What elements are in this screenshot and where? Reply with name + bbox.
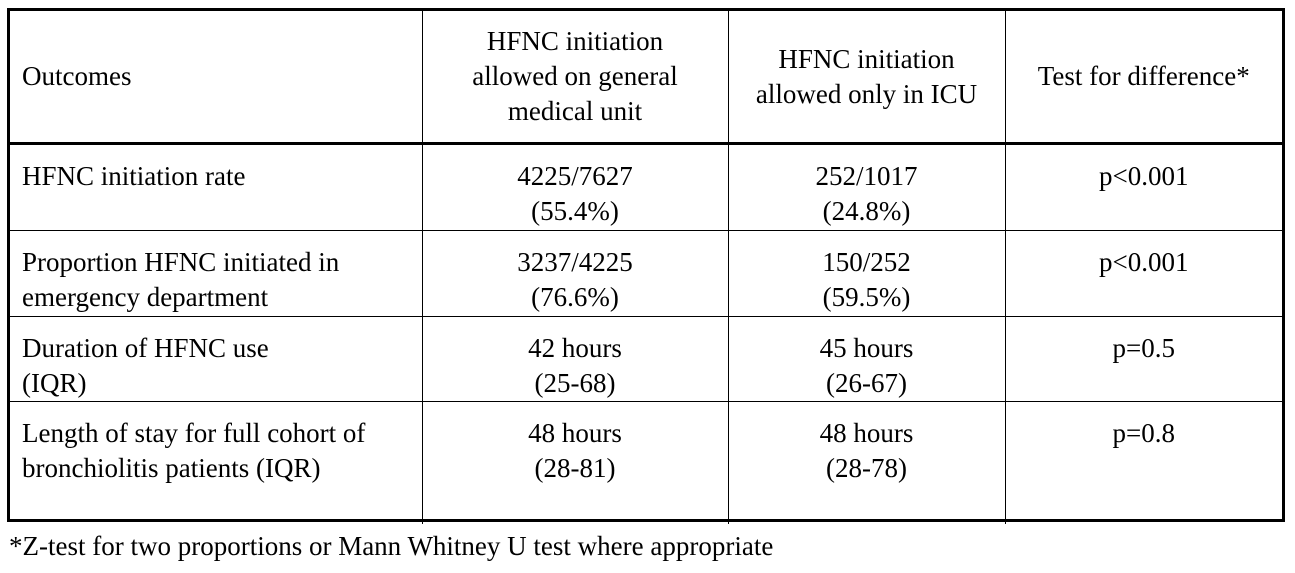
icu-only-cell: 252/1017 (24.8%) [727,143,1005,231]
test-cell: p=0.5 [1004,316,1282,402]
icu-only-cell: 48 hours (28-78) [727,401,1005,524]
general-unit-cell: 48 hours (28-81) [421,401,728,524]
general-unit-value: 4225/7627 [517,161,633,191]
icu-only-cell: 45 hours (26-67) [727,316,1005,402]
outcomes-table-frame: Outcomes HFNC initiation allowed on gene… [7,8,1285,524]
outcome-text: Length of stay for full cohort of bronch… [22,418,366,483]
header-icu-only-text: HFNC initiation allowed only in ICU [755,43,978,109]
general-unit-detail: (25-68) [534,368,616,398]
header-general-unit-text: HFNC initiation allowed on general medic… [472,26,678,126]
outcome-cell: Proportion HFNC initiated in emergency d… [10,230,422,317]
icu-only-detail: (24.8%) [822,196,911,226]
table-header-row: Outcomes HFNC initiation allowed on gene… [10,11,1282,145]
outcome-text: Proportion HFNC initiated in emergency d… [22,247,340,312]
icu-only-detail: (59.5%) [822,282,911,312]
table-row: HFNC initiation rate 4225/7627 (55.4%) 2… [10,143,1282,231]
general-unit-detail: (76.6%) [531,282,619,312]
table-footnote: *Z-test for two proportions or Mann Whit… [9,531,774,561]
icu-only-value: 150/252 [822,247,911,277]
general-unit-value: 3237/4225 [517,247,633,277]
outcomes-table: Outcomes HFNC initiation allowed on gene… [10,11,1282,524]
icu-only-value: 48 hours [819,418,914,448]
general-unit-cell: 3237/4225 (76.6%) [421,230,728,317]
icu-only-cell: 150/252 (59.5%) [727,230,1005,317]
table-row: Duration of HFNC use (IQR) 42 hours (25-… [10,316,1282,402]
general-unit-value: 48 hours [528,418,622,448]
header-outcomes: Outcomes [10,11,422,145]
header-icu-only: HFNC initiation allowed only in ICU [727,11,1005,145]
test-cell: p<0.001 [1004,230,1282,317]
general-unit-cell: 4225/7627 (55.4%) [421,143,728,231]
outcome-cell: HFNC initiation rate [10,143,422,231]
test-cell: p=0.8 [1004,401,1282,524]
general-unit-cell: 42 hours (25-68) [421,316,728,402]
table-row: Proportion HFNC initiated in emergency d… [10,230,1282,317]
icu-only-value: 45 hours [819,333,914,363]
general-unit-detail: (28-81) [534,453,616,483]
general-unit-value: 42 hours [528,333,622,363]
outcome-cell: Length of stay for full cohort of bronch… [10,401,422,524]
icu-only-value: 252/1017 [815,161,918,191]
table-row: Length of stay for full cohort of bronch… [10,401,1282,524]
icu-only-detail: (28-78) [826,453,907,483]
general-unit-detail: (55.4%) [531,196,619,226]
header-test: Test for difference* [1004,11,1282,145]
header-general-unit: HFNC initiation allowed on general medic… [421,11,728,145]
test-cell: p<0.001 [1004,143,1282,231]
icu-only-detail: (26-67) [826,368,907,398]
outcome-cell: Duration of HFNC use (IQR) [10,316,422,402]
outcome-text: Duration of HFNC use (IQR) [22,333,269,398]
